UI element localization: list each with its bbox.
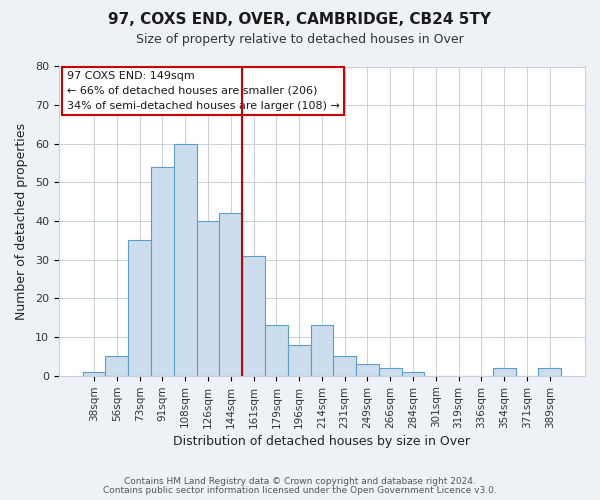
Bar	[174, 144, 197, 376]
Bar	[83, 372, 106, 376]
Text: 97 COXS END: 149sqm
← 66% of detached houses are smaller (206)
34% of semi-detac: 97 COXS END: 149sqm ← 66% of detached ho…	[67, 71, 340, 110]
Text: Size of property relative to detached houses in Over: Size of property relative to detached ho…	[136, 32, 464, 46]
Text: Contains public sector information licensed under the Open Government Licence v3: Contains public sector information licen…	[103, 486, 497, 495]
Y-axis label: Number of detached properties: Number of detached properties	[15, 122, 28, 320]
Text: Contains HM Land Registry data © Crown copyright and database right 2024.: Contains HM Land Registry data © Crown c…	[124, 477, 476, 486]
Bar	[311, 326, 333, 376]
Bar	[220, 214, 242, 376]
X-axis label: Distribution of detached houses by size in Over: Distribution of detached houses by size …	[173, 434, 470, 448]
Text: 97, COXS END, OVER, CAMBRIDGE, CB24 5TY: 97, COXS END, OVER, CAMBRIDGE, CB24 5TY	[109, 12, 491, 28]
Bar	[151, 167, 174, 376]
Bar	[538, 368, 561, 376]
Bar	[106, 356, 128, 376]
Bar	[128, 240, 151, 376]
Bar	[356, 364, 379, 376]
Bar	[197, 221, 220, 376]
Bar	[379, 368, 401, 376]
Bar	[288, 345, 311, 376]
Bar	[493, 368, 515, 376]
Bar	[401, 372, 424, 376]
Bar	[242, 256, 265, 376]
Bar	[265, 326, 288, 376]
Bar	[333, 356, 356, 376]
